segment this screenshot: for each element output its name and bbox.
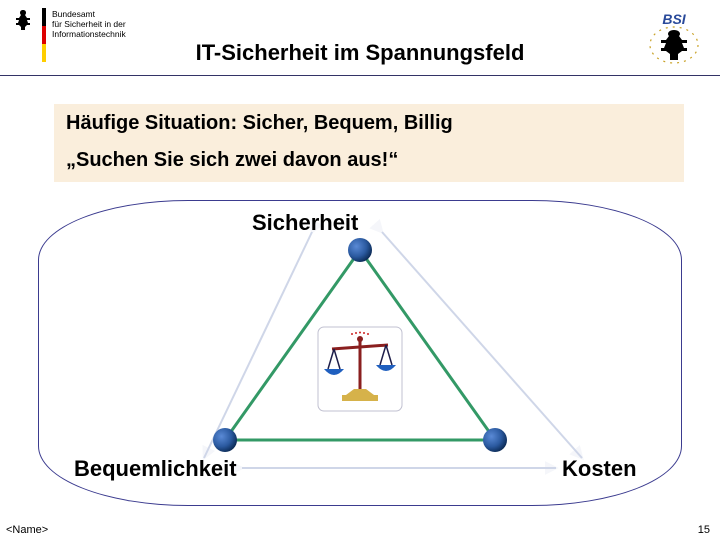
eagle-icon bbox=[12, 8, 34, 37]
slide-title: IT-Sicherheit im Spannungsfeld bbox=[0, 40, 720, 66]
bsi-text: BSI bbox=[662, 11, 686, 27]
org-name: Bundesamt für Sicherheit in der Informat… bbox=[52, 10, 126, 39]
label-sicherheit: Sicherheit bbox=[252, 210, 358, 236]
banner-line-1: Häufige Situation: Sicher, Bequem, Billi… bbox=[66, 112, 672, 135]
org-name-line3: Informationstechnik bbox=[52, 30, 126, 40]
label-bequemlichkeit: Bequemlichkeit bbox=[74, 456, 237, 482]
bsi-logo: BSI bbox=[642, 10, 706, 71]
situation-banner: Häufige Situation: Sicher, Bequem, Billi… bbox=[54, 104, 684, 182]
label-kosten: Kosten bbox=[562, 456, 637, 482]
scales-icon bbox=[316, 325, 404, 413]
banner-line-2: „Suchen Sie sich zwei davon aus!“ bbox=[66, 149, 672, 172]
footer-name: <Name> bbox=[6, 524, 48, 536]
slide-header: Bundesamt für Sicherheit in der Informat… bbox=[0, 0, 720, 76]
page-number: 15 bbox=[698, 524, 710, 536]
